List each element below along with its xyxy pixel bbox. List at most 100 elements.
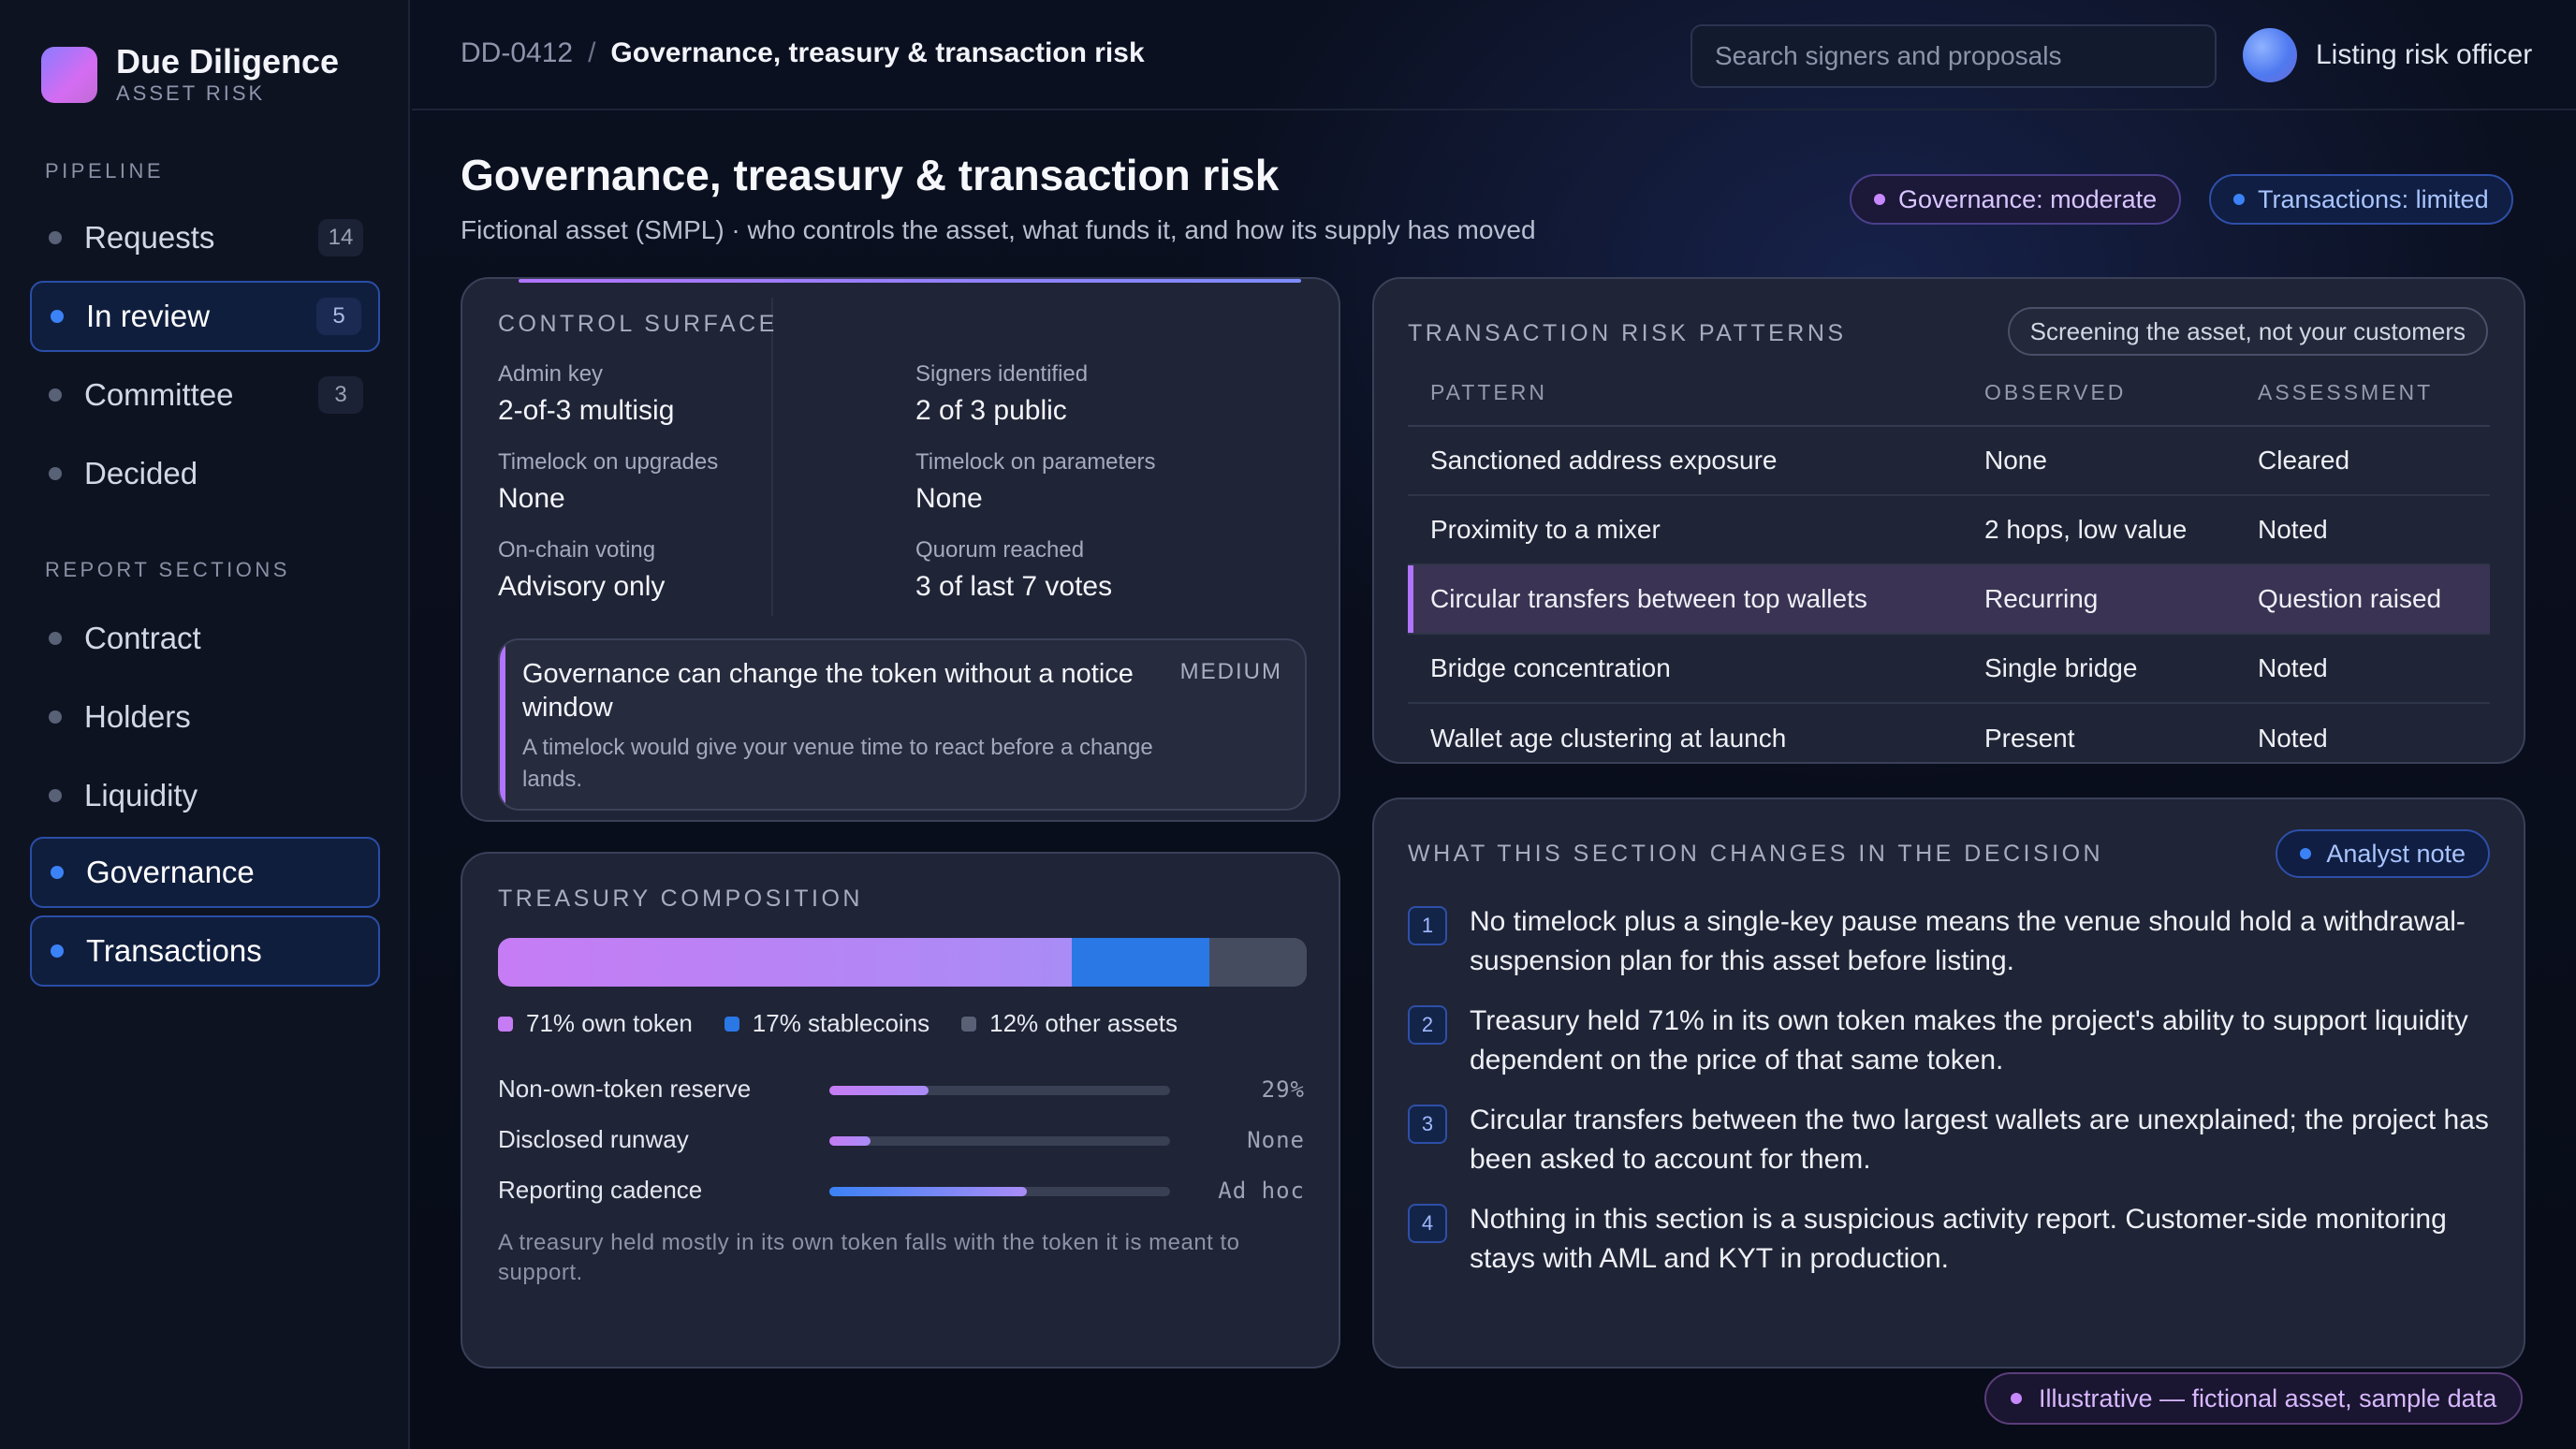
- segment-other-assets: [1209, 938, 1307, 987]
- legend-swatch: [498, 1016, 513, 1032]
- sidebar-item-label: Liquidity: [84, 778, 198, 812]
- item-number: 4: [1408, 1204, 1447, 1243]
- report-sections-heading: REPORT SECTIONS: [45, 558, 290, 581]
- severity-badge: MEDIUM: [1179, 659, 1282, 684]
- metric-bar: [829, 1136, 1170, 1146]
- table-row[interactable]: Bridge concentration Single bridge Noted: [1408, 635, 2490, 704]
- cell-pattern: Sanctioned address exposure: [1430, 446, 1778, 475]
- decision-impact-card: WHAT THIS SECTION CHANGES IN THE DECISIO…: [1372, 798, 2525, 1368]
- card-accent-line: [519, 279, 1301, 283]
- field-label: On-chain voting: [498, 537, 656, 563]
- governance-status-badge: Governance: moderate: [1850, 174, 2182, 225]
- cell-pattern: Wallet age clustering at launch: [1430, 724, 1787, 753]
- metric-value: None: [1247, 1127, 1305, 1153]
- sidebar-item-label: Decided: [84, 456, 198, 490]
- treasury-note: A treasury held mostly in its own token …: [498, 1230, 1240, 1285]
- treasury-composition-card: TREASURY COMPOSITION 71% own token 17% s…: [461, 852, 1340, 1368]
- analyst-note-badge: Analyst note: [2276, 829, 2490, 878]
- legend-swatch: [961, 1016, 977, 1032]
- bullet-icon: [49, 789, 62, 802]
- card-title: TRANSACTION RISK PATTERNS: [1408, 320, 1847, 346]
- alert-title: Governance can change the token without …: [522, 659, 1134, 723]
- sidebar-item-label: Committee: [84, 377, 234, 412]
- sidebar-item-holders[interactable]: Holders: [30, 681, 380, 753]
- field-label: Timelock on parameters: [915, 449, 1156, 475]
- control-surface-card: CONTROL SURFACE Admin key 2-of-3 multisi…: [461, 277, 1340, 822]
- breadcrumb-separator: /: [588, 37, 596, 68]
- table-row[interactable]: Wallet age clustering at launch Present …: [1408, 704, 2490, 762]
- sidebar-item-decided[interactable]: Decided: [30, 438, 380, 509]
- disclaimer-label: Illustrative — fictional asset, sample d…: [2039, 1383, 2497, 1412]
- breadcrumb-current: Governance, treasury & transaction risk: [610, 37, 1145, 68]
- status-dot-icon: [1874, 194, 1885, 205]
- column-divider: [771, 298, 773, 616]
- segment-own-token: [498, 938, 1073, 987]
- sidebar-item-governance[interactable]: Governance: [30, 837, 380, 908]
- legend-label: 71% own token: [526, 1009, 693, 1037]
- legend-label: 17% stablecoins: [752, 1009, 930, 1037]
- illustrative-disclaimer-badge: Illustrative — fictional asset, sample d…: [1984, 1372, 2524, 1425]
- item-text: Circular transfers between the two large…: [1470, 1105, 2489, 1175]
- field-admin-key: Admin key 2-of-3 multisig: [498, 361, 674, 427]
- table-row[interactable]: Sanctioned address exposure None Cleared: [1408, 427, 2490, 496]
- card-title: TREASURY COMPOSITION: [498, 886, 863, 912]
- field-label: Quorum reached: [915, 537, 1085, 563]
- field-value: Advisory only: [498, 571, 666, 602]
- item-number: 3: [1408, 1105, 1447, 1144]
- transactions-status-badge: Transactions: limited: [2209, 174, 2513, 225]
- legend-item: 12% other assets: [961, 1009, 1178, 1038]
- cell-observed: Single bridge: [1984, 653, 2138, 682]
- field-timelock-upgrades: Timelock on upgrades None: [498, 449, 718, 515]
- count-badge: 3: [318, 376, 363, 414]
- breadcrumb-id[interactable]: DD-0412: [461, 37, 574, 68]
- count-badge: 14: [318, 219, 363, 256]
- sidebar-item-label: Governance: [86, 855, 255, 889]
- field-label: Signers identified: [915, 361, 1089, 387]
- field-signers-identified: Signers identified 2 of 3 public: [915, 361, 1088, 427]
- sidebar-item-contract[interactable]: Contract: [30, 603, 380, 674]
- badge-label: Governance: moderate: [1898, 184, 2158, 213]
- treasury-stacked-bar: [498, 938, 1307, 987]
- card-title: CONTROL SURFACE: [498, 311, 778, 337]
- cell-pattern: Bridge concentration: [1430, 653, 1671, 682]
- legend-item: 71% own token: [498, 1009, 693, 1038]
- sidebar-item-label: Holders: [84, 699, 191, 734]
- field-quorum-reached: Quorum reached 3 of last 7 votes: [915, 537, 1112, 603]
- sidebar-item-liquidity[interactable]: Liquidity: [30, 760, 380, 831]
- sidebar-item-committee[interactable]: Committee 3: [30, 359, 380, 431]
- page-title: Governance, treasury & transaction risk: [461, 151, 1280, 199]
- metric-label: Non-own-token reserve: [498, 1075, 752, 1103]
- cell-observed: None: [1984, 446, 2047, 475]
- user-menu[interactable]: Listing risk officer: [2243, 28, 2532, 82]
- sidebar-item-label: In review: [86, 299, 211, 333]
- transaction-risk-card: TRANSACTION RISK PATTERNS Screening the …: [1372, 277, 2525, 764]
- alert-accent-bar: [500, 640, 505, 809]
- bullet-icon: [51, 310, 64, 323]
- sidebar-item-label: Transactions: [86, 933, 262, 968]
- search-input[interactable]: [1690, 24, 2217, 88]
- sidebar-item-requests[interactable]: Requests 14: [30, 202, 380, 273]
- status-dot-icon: [2233, 194, 2245, 205]
- status-dot-icon: [2300, 848, 2312, 859]
- item-text: Nothing in this section is a suspicious …: [1470, 1204, 2447, 1274]
- metric-label: Disclosed runway: [498, 1125, 689, 1153]
- cell-assessment: Noted: [2258, 653, 2328, 682]
- metric-bar: [829, 1086, 1170, 1095]
- badge-label: Transactions: limited: [2258, 184, 2489, 213]
- table-row-highlighted[interactable]: Circular transfers between top wallets R…: [1408, 565, 2490, 635]
- sidebar-item-in-review[interactable]: In review 5: [30, 281, 380, 352]
- sidebar-item-label: Requests: [84, 220, 215, 255]
- bullet-icon: [51, 944, 64, 958]
- legend-swatch: [724, 1016, 739, 1032]
- column-header-observed: OBSERVED: [1984, 380, 2127, 404]
- top-bar: DD-0412 / Governance, treasury & transac…: [412, 0, 2576, 110]
- alert-body: A timelock would give your venue time to…: [522, 735, 1153, 792]
- field-label: Admin key: [498, 361, 604, 387]
- bullet-icon: [51, 866, 64, 879]
- bullet-icon: [49, 467, 62, 480]
- table-row[interactable]: Proximity to a mixer 2 hops, low value N…: [1408, 496, 2490, 565]
- sidebar-item-transactions[interactable]: Transactions: [30, 915, 380, 987]
- risk-alert: Governance can change the token without …: [498, 638, 1307, 811]
- cell-assessment: Noted: [2258, 724, 2328, 753]
- avatar[interactable]: [2243, 28, 2297, 82]
